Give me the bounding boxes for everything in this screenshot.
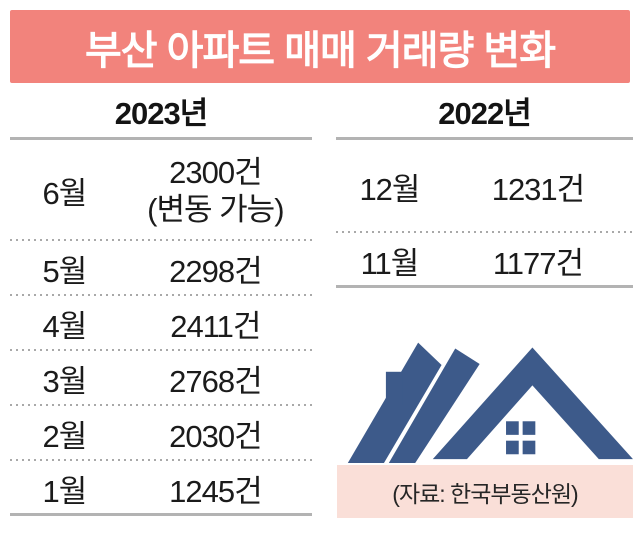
table-row: 3월 2768건 (10, 351, 312, 406)
value-text: 2300건 (169, 154, 262, 190)
month-cell: 3월 (42, 364, 87, 399)
source-text: (자료: 한국부동산원) (392, 480, 578, 507)
source-label: (자료: 한국부동산원) (337, 465, 633, 518)
value-cell: 2300건 (변동 가능) (119, 154, 312, 228)
value-cell: 2411건 (170, 309, 261, 344)
table-row: 4월 2411건 (10, 296, 312, 351)
month-cell: 1월 (42, 474, 87, 509)
table-2023: 2023년 6월 2300건 (변동 가능) 5월 2298건 4월 2411건 (10, 83, 312, 516)
table-row: 1월 1245건 (10, 461, 312, 516)
page-title: 부산 아파트 매매 거래량 변화 (84, 28, 556, 73)
table-row: 11월 1177건 (336, 233, 633, 288)
table-row: 6월 2300건 (변동 가능) (10, 140, 312, 241)
value-cell: 1177건 (492, 246, 584, 281)
value-cell: 1231건 (491, 172, 585, 207)
month-cell: 12월 (359, 172, 420, 207)
title-banner: 부산 아파트 매매 거래량 변화 (10, 10, 630, 83)
value-cell: 2030건 (169, 419, 262, 454)
month-cell: 6월 (42, 176, 87, 211)
value-note: (변동 가능) (147, 191, 284, 227)
value-cell: 1245건 (169, 474, 262, 509)
table-2023-rows: 6월 2300건 (변동 가능) 5월 2298건 4월 2411건 3월 27… (10, 137, 312, 516)
month-cell: 2월 (42, 419, 87, 454)
table-2023-header: 2023년 (114, 95, 208, 131)
table-2022: 2022년 12월 1231건 11월 1177건 (336, 83, 633, 288)
month-cell: 5월 (42, 254, 87, 289)
house-roof-icon (347, 342, 633, 463)
value-cell: 2298건 (169, 254, 262, 289)
month-cell: 11월 (360, 246, 420, 281)
table-2022-header: 2022년 (438, 95, 531, 131)
table-2022-rows: 12월 1231건 11월 1177건 (336, 137, 633, 288)
table-row: 2월 2030건 (10, 406, 312, 461)
table-row: 5월 2298건 (10, 241, 312, 296)
table-row: 12월 1231건 (336, 140, 633, 233)
value-cell: 2768건 (169, 364, 262, 399)
month-cell: 4월 (42, 309, 87, 344)
